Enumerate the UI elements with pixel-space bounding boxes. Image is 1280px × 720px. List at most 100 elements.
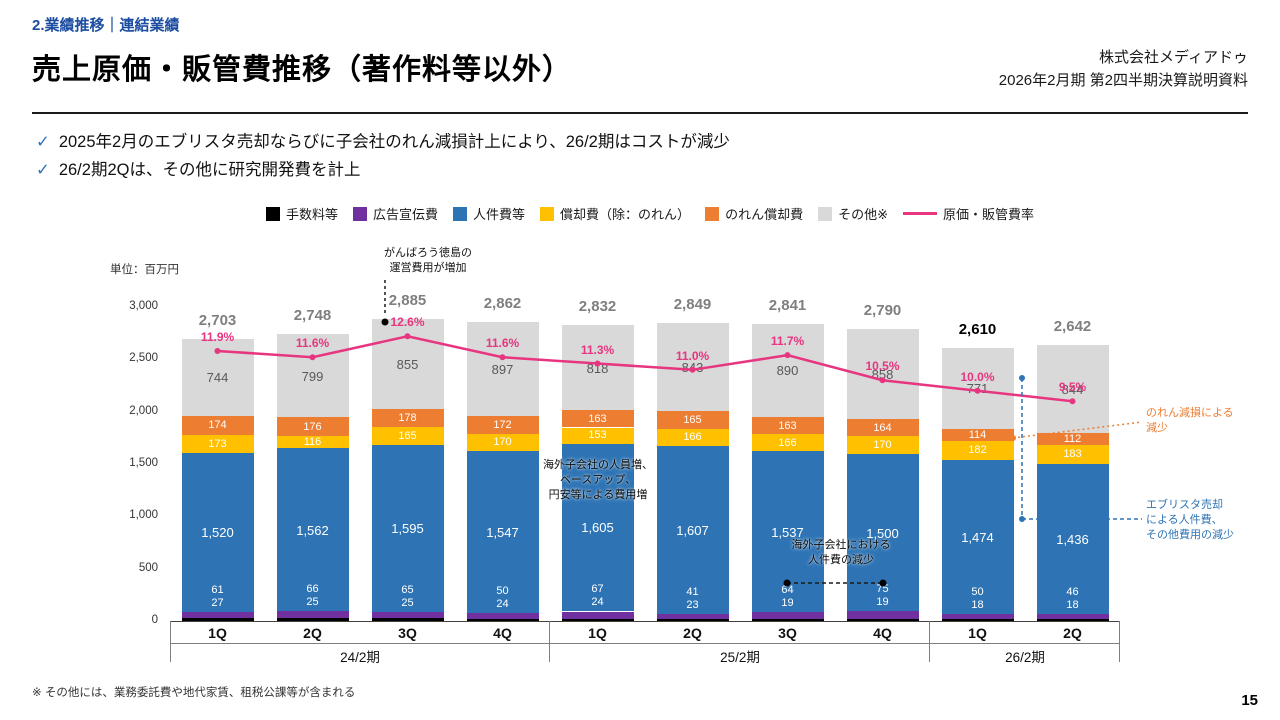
bar-segment-0 [466, 618, 539, 621]
bar-value-label: 114 [968, 428, 987, 441]
x-axis: 1Q 2Q 3Q 4Q 1Q 2Q 3Q 4Q 1Q 2Q [170, 625, 1120, 642]
bar-segment-4 [561, 410, 634, 428]
bar-value-label: 27 [211, 596, 224, 609]
bar-segment-0 [846, 619, 919, 621]
x-axis-label: 2Q [1063, 625, 1082, 641]
bar-total-label: 2,862 [483, 294, 522, 312]
bar-value-label: 183 [1063, 448, 1082, 461]
period-label: 24/2期 [340, 650, 380, 665]
unit-label: 単位：百万円 [110, 264, 179, 276]
bar-segment-4 [656, 411, 729, 429]
bar-value-label: 1,595 [391, 521, 424, 537]
bar-value-label: 24 [591, 596, 604, 609]
bar-value-label: 50 [496, 585, 509, 598]
ratio-label: 12.6% [390, 315, 425, 330]
bar-segment-3 [561, 427, 634, 444]
section-eyebrow: 2.業績推移｜連結業績 [32, 17, 180, 34]
bar-segment-1 [181, 611, 254, 619]
bar-segment-2 [656, 446, 729, 615]
axis-group-ticks [170, 621, 1120, 662]
annotation-overseas-decrease: 海外子会社における 人件費の減少 [791, 539, 891, 566]
bar-value-label: 844 [1061, 381, 1084, 397]
legend-line-icon [902, 212, 937, 215]
period-label: 26/2期 [1005, 650, 1045, 665]
check-icon: ✓ [36, 161, 50, 179]
bar-value-label: 170 [493, 436, 512, 449]
bar-segment-1 [656, 614, 729, 619]
bar-segment-0 [561, 618, 634, 621]
bar-segment-3 [751, 434, 824, 452]
bar-segment-5 [1036, 344, 1109, 434]
page-title: 売上原価・販管費推移（著作料等以外） [32, 54, 573, 86]
bar-segment-4 [1036, 433, 1109, 445]
bar-segment-0 [181, 618, 254, 621]
bar-value-label: 1,520 [201, 525, 234, 541]
legend-label: その他※ [838, 207, 888, 222]
bar-value-label: 1,547 [486, 525, 519, 541]
x-axis-label: 1Q [208, 625, 227, 641]
legend-label: 手数料等 [286, 207, 339, 222]
legend-item: 手数料等 [266, 204, 338, 223]
x-axis-label: 3Q [778, 625, 797, 641]
bar-segment-4 [466, 415, 539, 434]
bar-segment-2 [941, 459, 1014, 614]
period-tick [929, 621, 930, 662]
x-axis-label: 2Q [683, 625, 702, 641]
y-axis-label: 500 [138, 561, 158, 574]
bar-value-label: 19 [876, 596, 889, 609]
bar-segment-1 [276, 611, 349, 619]
bar-value-label: 1,562 [296, 522, 329, 538]
legend-label: 人件費等 [473, 207, 526, 222]
bar-value-label: 165 [398, 430, 417, 443]
x-axis-label: 4Q [873, 625, 892, 641]
legend-swatch-icon [818, 206, 833, 221]
bar-segment-4 [276, 417, 349, 436]
bar-segment-2 [181, 452, 254, 612]
bar-value-label: 165 [683, 414, 702, 427]
y-axis-label: 1,500 [129, 457, 158, 469]
legend-label: のれん償却費 [725, 207, 804, 222]
legend-item: 広告宣伝費 [353, 204, 438, 223]
bar-segment-1 [751, 612, 824, 620]
bar-value-label: 799 [301, 368, 324, 384]
bar-segment-4 [371, 408, 444, 428]
bar-total-label: 2,703 [198, 311, 237, 329]
bar-segment-3 [846, 436, 919, 455]
document-title: 2026年2月期 第2四半期決算説明資料 [998, 72, 1248, 90]
bar-segment-1 [941, 613, 1014, 620]
legend-swatch-icon [266, 206, 280, 221]
company-info: 株式会社メディアドゥ 2026年2月期 第2四半期決算説明資料 [999, 46, 1248, 93]
bar-segment-1 [466, 613, 539, 619]
x-axis-label: 1Q [588, 625, 607, 641]
x-axis-label: 4Q [493, 625, 512, 641]
bar-segment-2 [561, 443, 634, 612]
ratio-label: 11.7% [770, 334, 805, 349]
bar-value-label: 890 [776, 363, 799, 379]
y-axis-label: 2,500 [129, 352, 158, 365]
y-axis: 0 500 1,000 1,500 2,000 2,500 3,000 [96, 300, 158, 637]
bar-value-label: 23 [686, 599, 699, 612]
legend-swatch-icon [453, 206, 468, 221]
bar-value-label: 1,537 [771, 524, 804, 540]
bar-value-label: 174 [208, 419, 227, 432]
ratio-label: 11.3% [580, 342, 615, 357]
bar-value-label: 25 [401, 596, 414, 609]
bar-segment-3 [466, 433, 539, 452]
bar-segment-4 [846, 419, 919, 437]
bar-value-label: 897 [491, 361, 514, 377]
header-divider [32, 112, 1248, 114]
bar-total-label: 2,642 [1053, 317, 1092, 335]
bar-value-label: 116 [303, 435, 322, 448]
legend-item-ratio: 原価・販管費率 [902, 204, 1034, 223]
period-axis: 24/2期 25/2期 26/2期 [170, 646, 1120, 665]
bar-segment-3 [1036, 444, 1109, 464]
bar-value-label: 1,474 [961, 529, 994, 545]
bar-value-label: 178 [398, 412, 417, 425]
bar-value-label: 24 [496, 598, 509, 611]
period-tick [170, 621, 171, 662]
bar-segment-3 [276, 435, 349, 448]
bar-total-label: 2,790 [863, 302, 902, 320]
bar-segment-1 [1036, 614, 1109, 620]
bar-segment-1 [371, 611, 444, 619]
